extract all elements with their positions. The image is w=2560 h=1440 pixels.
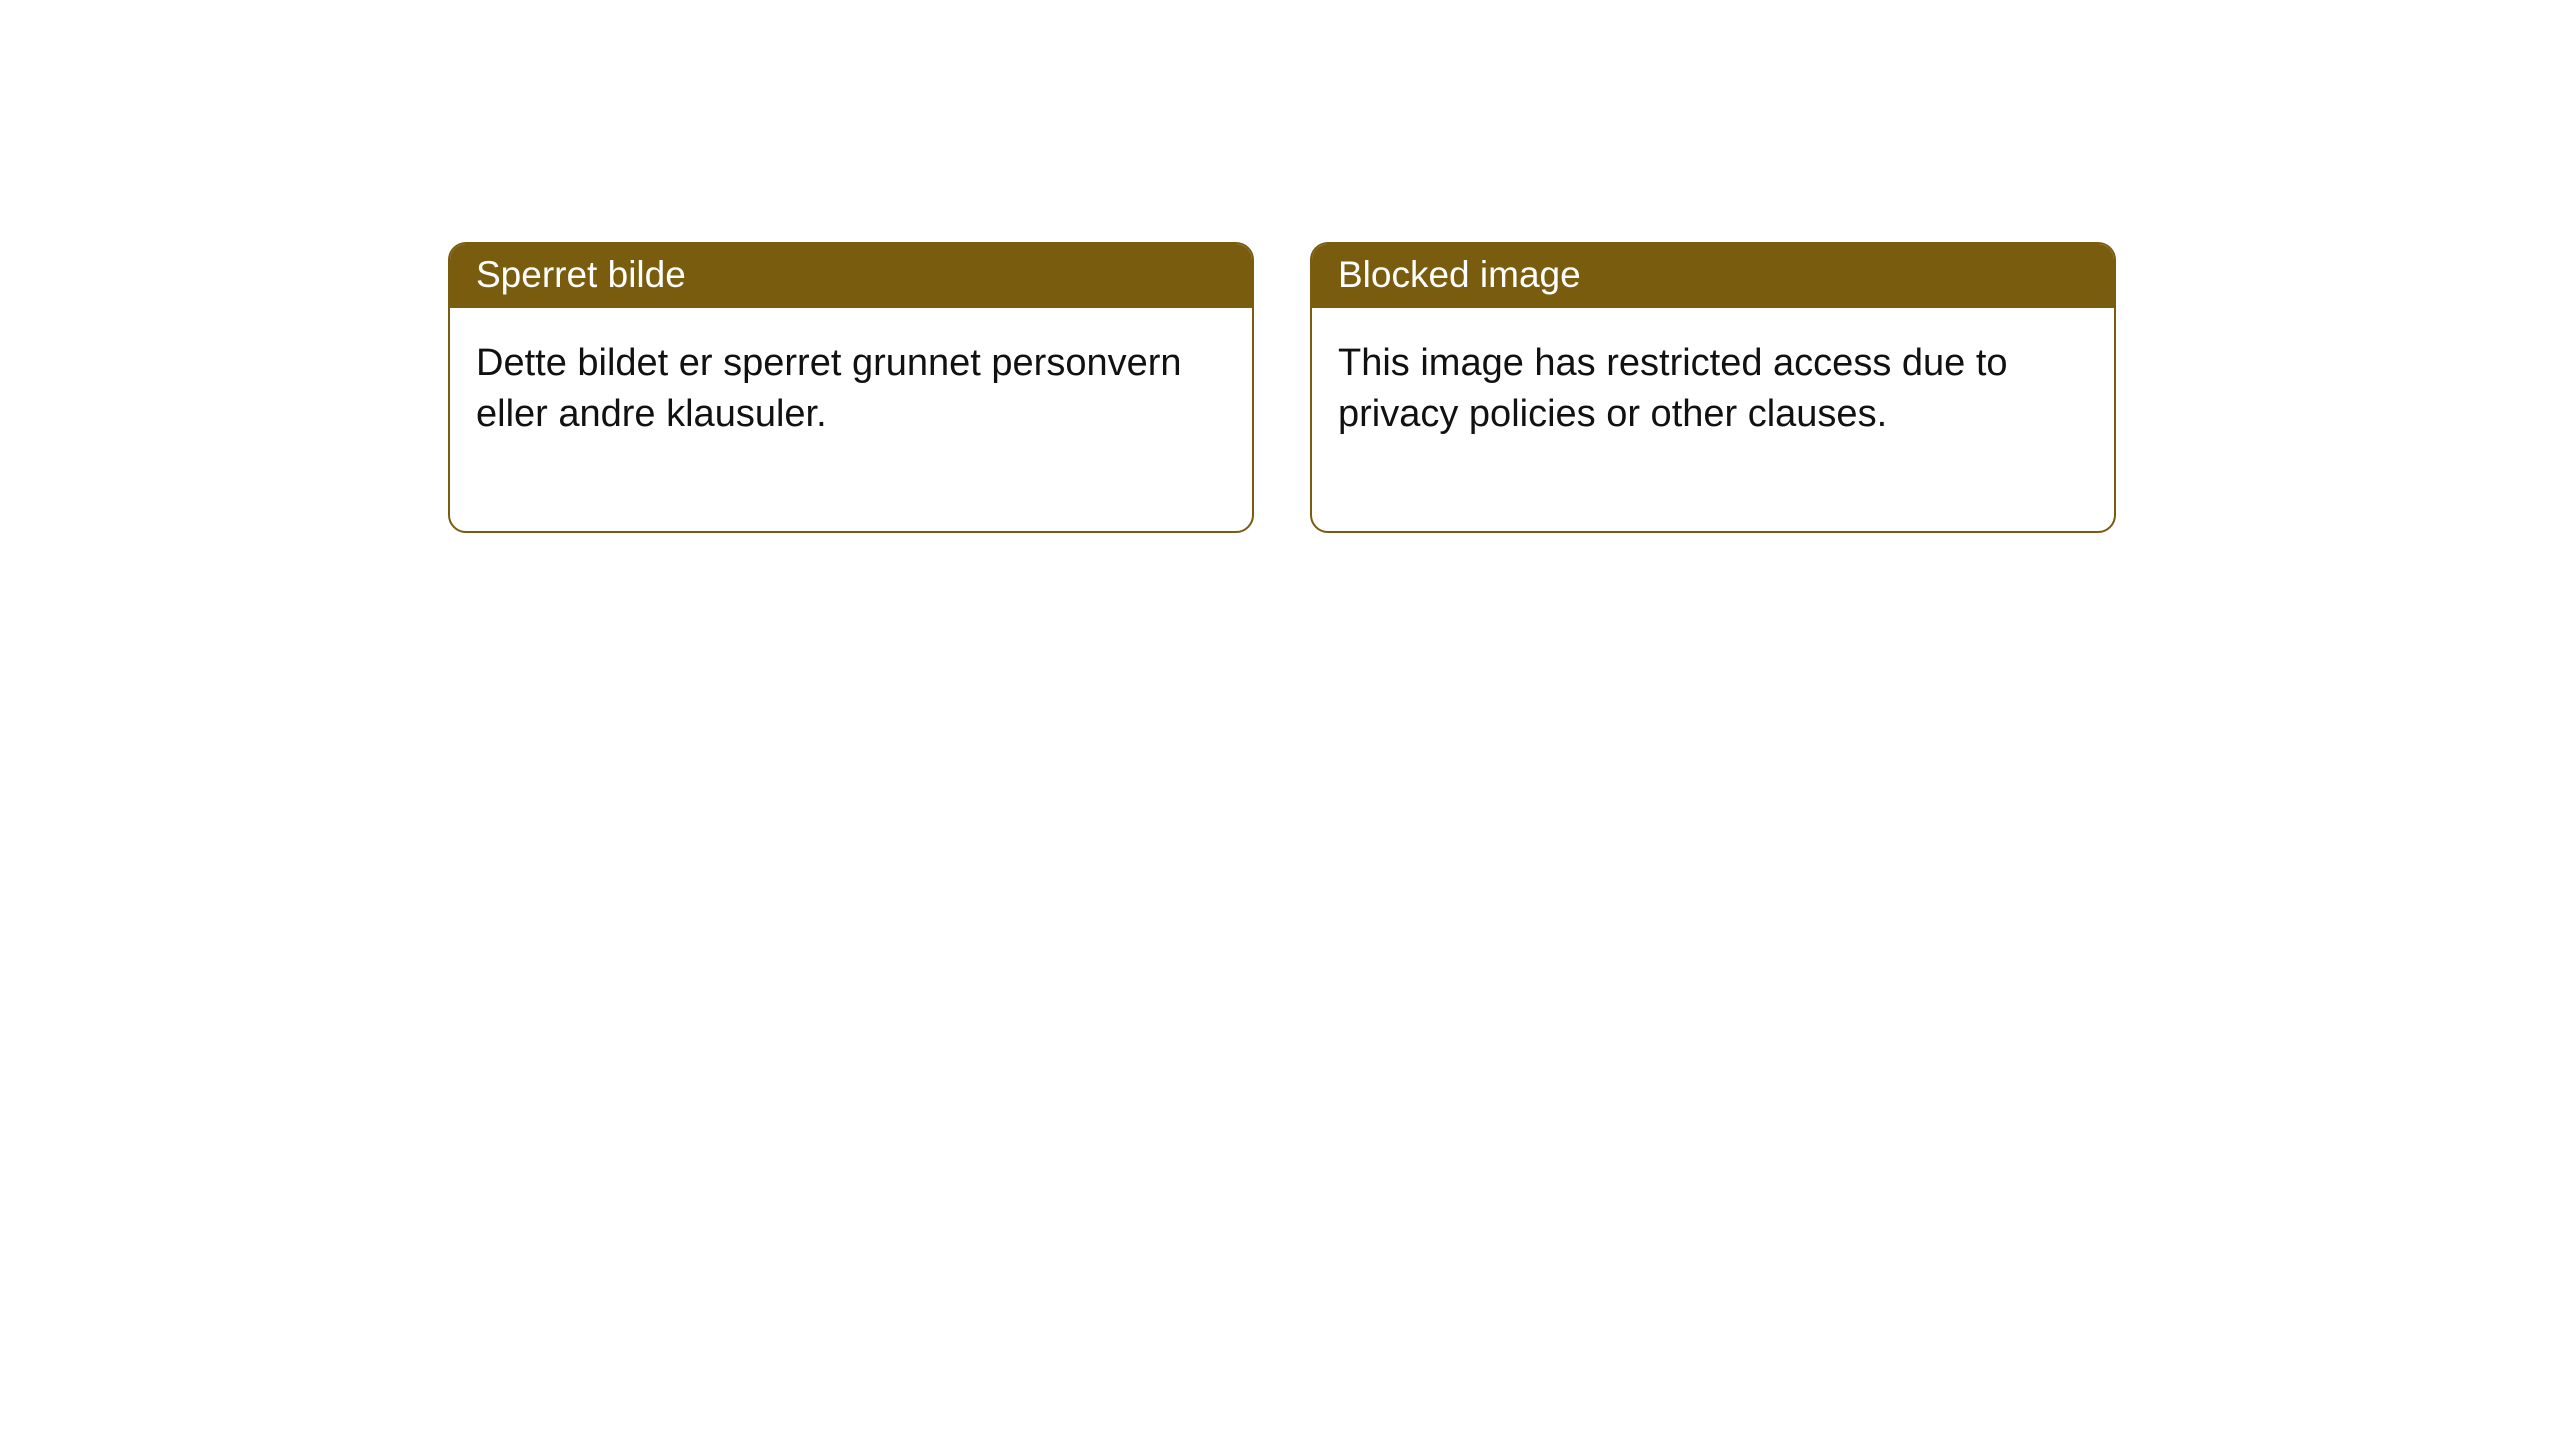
notice-container: Sperret bilde Dette bildet er sperret gr… — [0, 0, 2560, 533]
notice-card-en: Blocked image This image has restricted … — [1310, 242, 2116, 533]
notice-body-en: This image has restricted access due to … — [1312, 308, 2114, 531]
notice-title-no: Sperret bilde — [450, 244, 1252, 308]
notice-body-no: Dette bildet er sperret grunnet personve… — [450, 308, 1252, 531]
notice-title-en: Blocked image — [1312, 244, 2114, 308]
notice-card-no: Sperret bilde Dette bildet er sperret gr… — [448, 242, 1254, 533]
